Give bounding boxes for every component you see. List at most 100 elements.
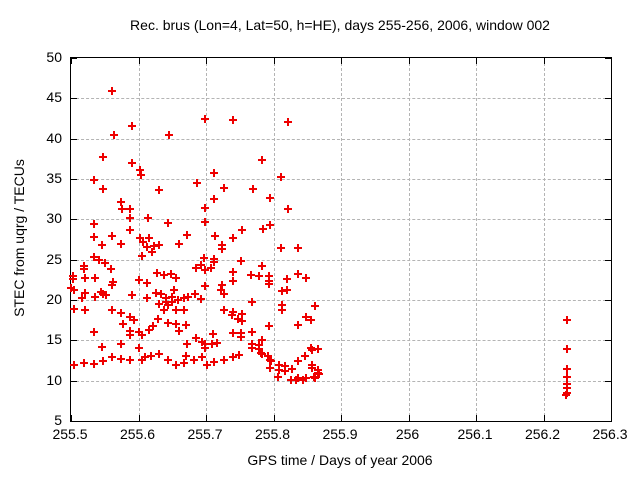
data-point (278, 306, 287, 315)
x-tick (341, 415, 342, 421)
data-point (307, 346, 316, 354)
y-gridline (71, 259, 611, 261)
data-point (154, 350, 163, 359)
data-point (200, 204, 209, 213)
data-point (189, 355, 198, 364)
data-point (200, 115, 209, 124)
data-point (247, 298, 256, 307)
data-point (310, 374, 319, 383)
y-gridline (71, 138, 611, 140)
data-point (563, 383, 572, 392)
data-point (276, 173, 285, 182)
data-point (157, 290, 166, 299)
data-point (248, 185, 257, 194)
data-point (181, 321, 190, 329)
data-point (310, 301, 319, 310)
y-gridline (71, 380, 611, 382)
y-tick (605, 179, 611, 180)
data-point (238, 309, 247, 318)
y-tick (71, 380, 77, 382)
x-tick-label: 256.1 (457, 426, 493, 442)
y-tick (605, 219, 611, 221)
data-point (90, 292, 99, 301)
x-gridline (476, 58, 477, 421)
data-point (179, 358, 188, 367)
data-point (137, 355, 146, 364)
y-tick-label: 35 (46, 170, 62, 186)
data-point (130, 316, 139, 325)
data-point (293, 270, 302, 279)
data-point (237, 333, 246, 342)
data-point (135, 343, 144, 352)
x-tick (71, 415, 72, 421)
x-tick (71, 58, 72, 64)
x-tick-label: 255.9 (322, 426, 358, 442)
data-point (142, 279, 151, 288)
data-point (210, 195, 219, 204)
y-gridline (71, 340, 611, 342)
data-point (167, 297, 176, 306)
data-point (164, 355, 173, 364)
x-tick-label: 255.5 (52, 426, 88, 442)
data-point (247, 343, 256, 352)
y-gridline (71, 179, 611, 180)
data-point (219, 306, 228, 315)
data-point (265, 279, 274, 288)
y-tick (71, 98, 77, 100)
data-point (210, 258, 219, 267)
y-tick (71, 421, 77, 422)
y-tick (71, 219, 77, 221)
data-point (200, 343, 209, 352)
data-point (147, 351, 156, 360)
data-point (294, 374, 303, 383)
data-point (107, 353, 116, 362)
data-point (174, 296, 183, 304)
data-point (266, 357, 275, 366)
data-point (191, 333, 200, 342)
data-point (89, 253, 98, 262)
data-point (160, 306, 169, 315)
data-point (563, 316, 572, 325)
data-point (135, 166, 144, 175)
y-tick-label: 10 (46, 371, 62, 388)
data-point (69, 285, 78, 294)
data-point (209, 329, 218, 338)
data-point (280, 366, 289, 375)
x-tick (611, 415, 612, 421)
data-point (200, 339, 209, 348)
data-point (183, 340, 192, 349)
data-point (145, 233, 154, 242)
data-point (200, 282, 209, 291)
data-point (116, 308, 125, 317)
data-point (126, 331, 135, 340)
data-point (80, 288, 89, 297)
data-point (108, 232, 117, 241)
data-point (228, 311, 237, 320)
x-tick (206, 415, 207, 421)
y-gridline (71, 219, 611, 221)
data-point (229, 116, 237, 125)
x-gridline (543, 58, 545, 421)
data-point (137, 170, 146, 179)
data-point (137, 252, 146, 261)
data-point (163, 300, 172, 309)
chart-title: Rec. brus (Lon=4, Lat=50, h=HE), days 25… (130, 17, 550, 33)
y-tick-label: 30 (46, 210, 62, 227)
y-tick (71, 259, 77, 261)
x-tick (408, 58, 410, 64)
x-tick (138, 58, 140, 64)
plot-area (67, 57, 612, 422)
data-point (208, 339, 217, 348)
data-point (217, 245, 226, 254)
data-point (264, 321, 273, 330)
data-point (139, 237, 148, 246)
data-point (99, 185, 108, 194)
y-tick-label: 45 (46, 89, 62, 106)
data-point (102, 291, 111, 300)
data-point (89, 175, 98, 184)
data-point (106, 265, 115, 274)
data-point (126, 312, 135, 321)
data-point (69, 304, 78, 313)
data-point (255, 271, 264, 280)
y-tick (71, 340, 77, 342)
